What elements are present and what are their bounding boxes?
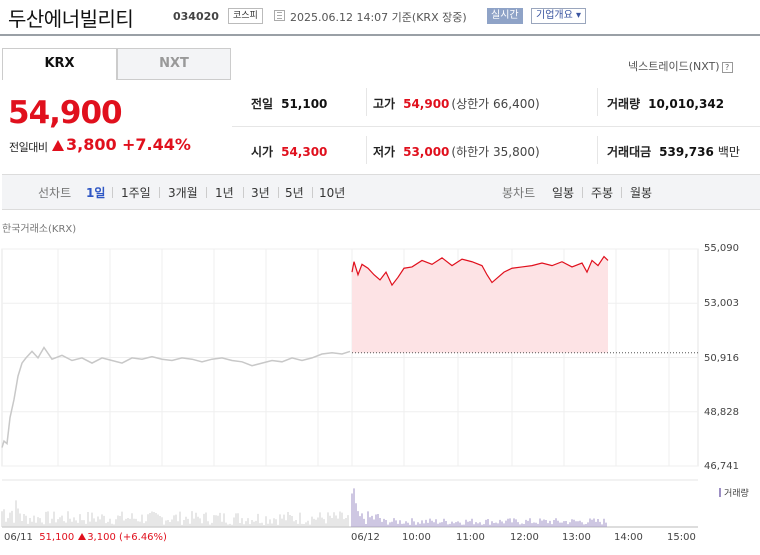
stat-prev-close: 전일 51,100 [251,97,328,111]
x-tick-label: 06/12 [351,532,380,543]
candle-chart-label: 봉차트 [502,186,536,200]
divider [597,136,598,164]
stock-code: 034020 [173,10,219,23]
period-5y[interactable]: 5년 [285,186,304,200]
y-tick-label: 50,916 [704,353,739,364]
price-change: 3,800 [66,135,117,154]
summary-change: 3,100 (+6.46%) [87,532,167,543]
x-tick-label: 15:00 [667,532,696,543]
today-area [352,256,608,353]
candle-daily[interactable]: 일봉 [552,186,575,200]
period-1d[interactable]: 1일 [86,186,106,200]
divider [278,187,279,198]
period-1w[interactable]: 1주일 [121,186,151,200]
company-name: 두산에너빌리티 [8,7,134,31]
volume-legend: 거래량 [719,486,749,499]
divider [312,187,313,198]
up-arrow-icon [78,533,87,540]
x-tick-label: 14:00 [614,532,643,543]
period-3y[interactable]: 3년 [251,186,270,200]
stat-low: 저가 53,000 (하한가 35,800) [373,145,540,159]
stock-header: 두산에너빌리티 034020 코스피 2025.06.12 14:07 기준(K… [0,0,760,36]
candle-weekly[interactable]: 주봉 [591,186,614,200]
company-overview-dropdown[interactable]: 기업개요 ▾ [531,8,586,24]
market-badge: 코스피 [228,8,263,24]
divider [112,187,113,198]
tab-nxt[interactable]: NXT [117,48,231,80]
y-tick-label: 55,090 [704,243,739,254]
as-of-time: 2025.06.12 14:07 기준(KRX 장중) [290,11,467,24]
divider [206,187,207,198]
period-1y[interactable]: 1년 [215,186,234,200]
chart-source: 한국거래소(KRX) [2,224,77,235]
divider [243,187,244,198]
period-3m[interactable]: 3개월 [168,186,198,200]
y-tick-label: 46,741 [704,461,739,472]
stat-open: 시가 54,300 [251,145,328,159]
divider [232,126,760,127]
divider [366,88,367,116]
help-icon[interactable]: ? [721,62,733,73]
nextrade-label: 넥스트레이드(NXT) [628,60,720,73]
stat-trade-amount: 거래대금 539,736 백만 [607,145,740,159]
divider [621,187,622,198]
previous-day-line [1,346,351,448]
summary-date: 06/11 [4,532,33,543]
period-10y[interactable]: 10년 [319,186,346,200]
summary-price: 51,100 [39,532,75,543]
realtime-button[interactable]: 실시간 [487,8,523,24]
divider [366,136,367,164]
divider [582,187,583,198]
stat-high: 고가 54,900 (상한가 66,400) [373,97,540,111]
y-tick-label: 53,003 [704,298,739,309]
price-change-percent: +7.44% [122,135,191,154]
x-tick-label: 12:00 [510,532,539,543]
y-tick-label: 48,828 [704,407,739,418]
up-arrow-icon [52,140,64,151]
stat-volume: 거래량 10,010,342 [607,97,725,111]
x-tick-label: 13:00 [562,532,591,543]
x-tick-label: 11:00 [456,532,485,543]
period-bar: 선차트 1일 1주일 3개월 1년 3년 5년 10년 봉차트 일봉 주봉 월봉 [2,174,760,210]
prev-day-summary: 06/11 51,100 3,100 (+6.46%) [4,532,167,543]
nextrade-link[interactable]: 넥스트레이드(NXT)? [628,58,733,74]
line-chart-label: 선차트 [38,186,72,200]
x-tick-label: 10:00 [402,532,431,543]
tab-krx[interactable]: KRX [2,48,117,80]
current-price: 54,900 [8,95,123,131]
calendar-icon [274,10,285,21]
divider [597,88,598,116]
today-line [351,255,609,287]
change-label: 전일대비 [9,141,48,154]
candle-monthly[interactable]: 월봉 [630,186,653,200]
divider [159,187,160,198]
